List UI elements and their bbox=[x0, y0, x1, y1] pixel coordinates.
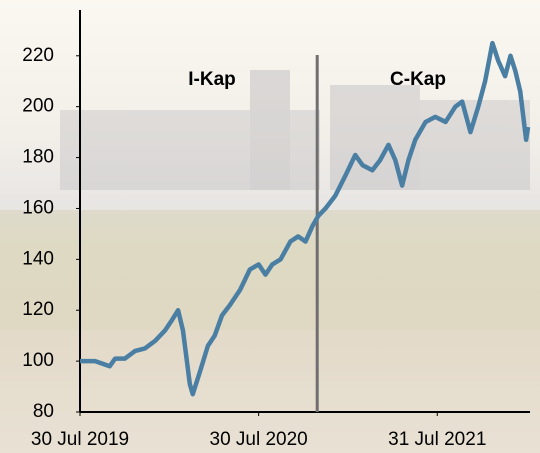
y-tick-label: 140 bbox=[22, 248, 54, 269]
y-tick-label: 200 bbox=[22, 96, 54, 117]
y-tick-label: 80 bbox=[33, 401, 54, 422]
y-tick-label: 160 bbox=[22, 197, 54, 218]
chart: I-Kap C-Kap 80 100 120 140 160 180 200 220 30 Ju… bbox=[0, 0, 540, 453]
annotation: I-Kap bbox=[188, 69, 236, 90]
x-tick-label: 31 Jul 2021 bbox=[388, 429, 486, 450]
y-tick-label: 120 bbox=[22, 299, 54, 320]
x-tick-label: 30 Jul 2019 bbox=[31, 429, 129, 450]
y-tick-label: 220 bbox=[22, 45, 54, 66]
y-tick-label: 100 bbox=[22, 350, 54, 371]
x-tick-label: 30 Jul 2020 bbox=[210, 429, 308, 450]
annotation: C-Kap bbox=[390, 69, 446, 90]
y-tick-label: 180 bbox=[22, 147, 54, 168]
